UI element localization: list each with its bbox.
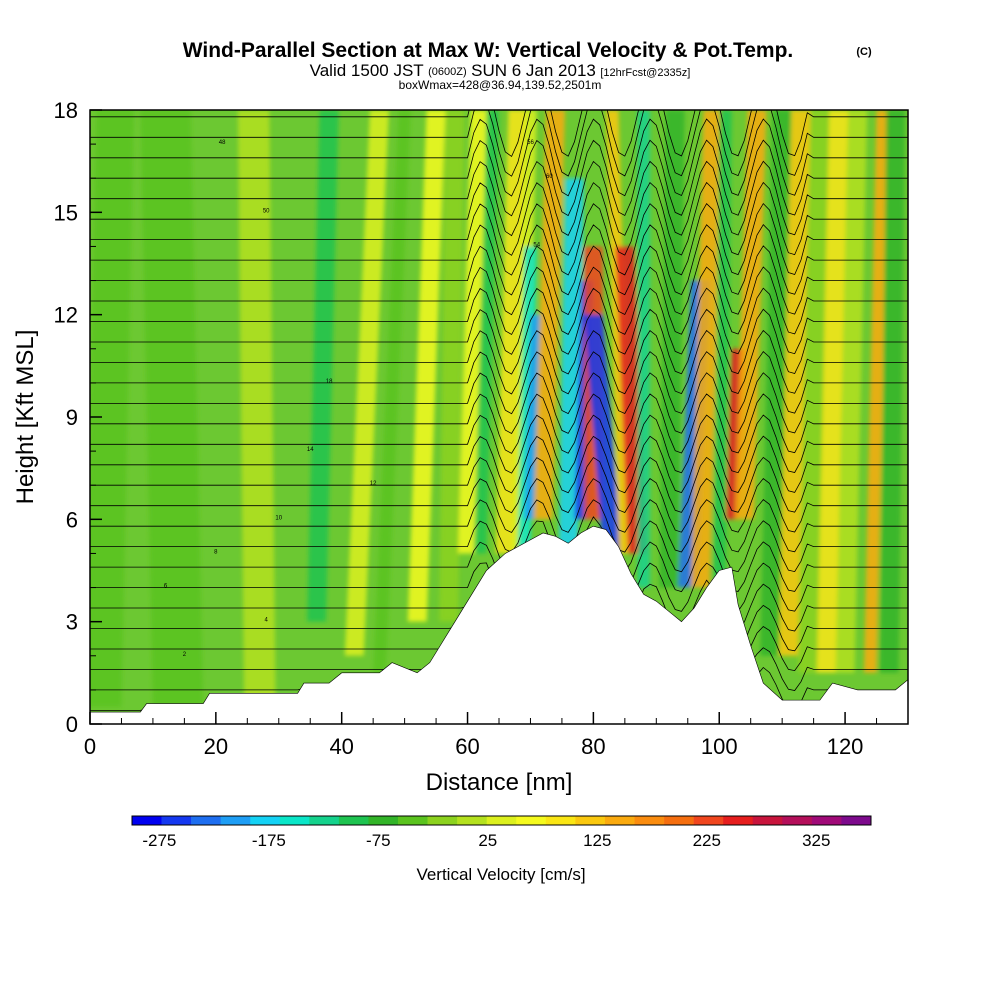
colorbar-swatch [693, 816, 724, 825]
colorbar-ticks: -275 -175 -75 25 125 225 325 [142, 831, 830, 850]
colorbar-swatch [161, 816, 192, 825]
contour-label: 8 [214, 549, 218, 555]
contour-label: 2 [183, 652, 187, 658]
chart-subtitle: Valid 1500 JST (0600Z) SUN 6 Jan 2013 [1… [310, 61, 691, 80]
colorbar-swatch [486, 816, 517, 825]
x-tick-label: 100 [701, 734, 738, 759]
colorbar-tick-label: 325 [802, 831, 830, 850]
chart-title: Wind-Parallel Section at Max W: Vertical… [183, 39, 794, 62]
colorbar-swatch [575, 816, 606, 825]
contour-label: 6 [164, 584, 168, 590]
subtitle-date: SUN 6 Jan 2013 [471, 61, 596, 80]
colorbar-swatch [664, 816, 694, 825]
contour-label: 18 [326, 379, 333, 385]
colorbar-swatch [457, 816, 488, 825]
x-tick-label: 120 [827, 734, 864, 759]
subtitle-fcst: [12hrFcst@2335z] [600, 67, 690, 79]
y-tick-label: 15 [54, 200, 78, 225]
y-axis-label: Height [Kft MSL] [12, 330, 39, 505]
contour-label: 60 [546, 174, 553, 180]
contour-label: 12 [370, 481, 377, 487]
y-tick-label: 9 [66, 405, 78, 430]
y-axis-ticks: 0 3 6 9 12 15 18 [54, 98, 102, 737]
contour-label: 4 [265, 618, 269, 624]
x-tick-label: 20 [204, 734, 228, 759]
subtitle-utc: (0600Z) [428, 66, 467, 78]
colorbar-tick-label: 25 [478, 831, 497, 850]
contour-label: 10 [275, 515, 282, 521]
colorbar-swatch [132, 816, 162, 825]
y-tick-label: 6 [66, 507, 78, 532]
colorbar-swatch [398, 816, 428, 825]
colorbar-swatch [368, 816, 399, 825]
x-tick-label: 80 [581, 734, 605, 759]
y-tick-label: 18 [54, 98, 78, 123]
x-axis-label: Distance [nm] [426, 769, 573, 796]
colorbar-swatch [811, 816, 842, 825]
x-axis-ticks: 0 20 40 60 80 100 120 [84, 712, 878, 759]
contour-label: 50 [263, 208, 270, 214]
chart-title-mark: (C) [856, 46, 872, 58]
colorbar-swatch [752, 816, 783, 825]
colorbar-swatch [338, 816, 369, 825]
colorbar-swatch [191, 816, 221, 825]
y-tick-label: 3 [66, 610, 78, 635]
colorbar-swatch [782, 816, 813, 825]
contour-label: 48 [219, 140, 226, 146]
colorbar-label: Vertical Velocity [cm/s] [416, 865, 585, 884]
colorbar-swatch [723, 816, 754, 825]
colorbar-swatch [545, 816, 576, 825]
contour-label: 54 [533, 242, 540, 248]
x-tick-label: 60 [455, 734, 479, 759]
colorbar-tick-label: -175 [252, 831, 286, 850]
colorbar-swatch [604, 816, 635, 825]
colorbar-swatch [220, 816, 251, 825]
y-tick-label: 0 [66, 712, 78, 737]
colorbar-swatch [516, 816, 547, 825]
contour-labels: 56 60 54 50 48 18 14 12 10 8 6 4 2 [164, 140, 553, 658]
subtitle-prefix: Valid 1500 JST [310, 61, 424, 80]
colorbar-swatch [309, 816, 340, 825]
colorbar-swatch [427, 816, 458, 825]
colorbar-swatch [279, 816, 310, 825]
y-tick-label: 12 [54, 303, 78, 328]
colorbar-tick-label: -275 [142, 831, 176, 850]
colorbar-tick-label: -75 [366, 831, 391, 850]
colorbar-tick-label: 225 [693, 831, 721, 850]
colorbar-swatch [250, 816, 281, 825]
x-tick-label: 40 [329, 734, 353, 759]
colorbar-tick-label: 125 [583, 831, 611, 850]
chart-subtitle-box: boxWmax=428@36.94,139.52,2501m [399, 78, 602, 92]
contour-label: 56 [527, 140, 534, 146]
colorbar-swatch [841, 816, 872, 825]
terrain-mask [90, 525, 908, 724]
x-tick-label: 0 [84, 734, 96, 759]
potential-temperature-contours [90, 110, 908, 724]
contour-label: 14 [307, 447, 314, 453]
colorbar-frame [131, 815, 872, 826]
colorbar [131, 815, 872, 826]
colorbar-swatch [634, 816, 665, 825]
